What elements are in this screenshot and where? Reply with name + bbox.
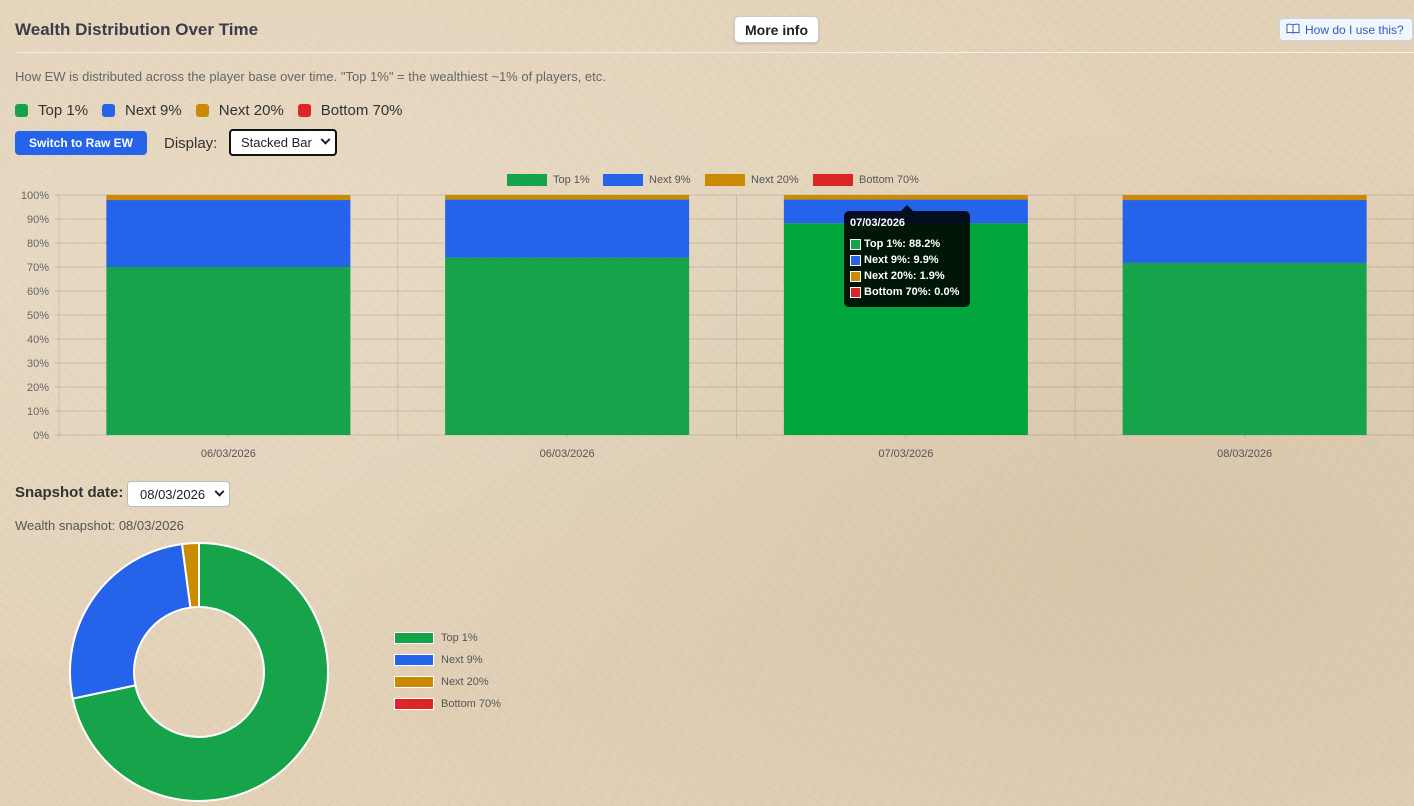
y-tick-label: 70% xyxy=(27,262,49,274)
chart-legend-swatch xyxy=(813,174,853,186)
tooltip-swatch xyxy=(850,270,861,282)
bar-segment xyxy=(445,199,690,258)
snapshot-doughnut-chart[interactable] xyxy=(0,530,360,806)
legend-label: Next 9% xyxy=(441,654,483,666)
legend-swatch xyxy=(102,104,116,117)
chevron-down-icon xyxy=(214,486,225,497)
tooltip-row-text: Bottom 70%: 0.0% xyxy=(864,286,960,298)
bar-segment xyxy=(106,200,351,267)
chart-legend-swatch xyxy=(705,174,745,186)
legend-label: Bottom 70% xyxy=(441,698,501,710)
how-to-label: How do I use this? xyxy=(1305,22,1404,37)
doughnut-legend: Top 1% Next 9% Next 20% Bottom 70% xyxy=(394,631,501,711)
bar-segment xyxy=(1122,200,1367,263)
chart-legend-label: Top 1% xyxy=(553,174,590,186)
legend-label: Bottom 70% xyxy=(320,102,403,119)
tooltip-row: Next 9%: 9.9% xyxy=(850,252,964,268)
snapshot-date-select[interactable]: 08/03/2026 xyxy=(127,481,230,507)
x-tick-label: 07/03/2026 xyxy=(878,448,933,460)
doughnut-slice xyxy=(71,541,329,802)
y-tick-label: 50% xyxy=(27,310,49,322)
display-select[interactable]: Stacked Bar xyxy=(229,129,337,156)
legend-label: Top 1% xyxy=(441,632,478,644)
y-tick-label: 40% xyxy=(27,334,49,346)
bar-segment xyxy=(1122,262,1367,435)
snapshot-title: Wealth snapshot: 08/03/2026 xyxy=(15,518,184,533)
more-info-button[interactable]: More info xyxy=(734,16,819,43)
bar-segment xyxy=(445,257,690,435)
y-tick-label: 90% xyxy=(27,214,49,226)
bar-segment xyxy=(1122,195,1367,201)
tooltip-row: Bottom 70%: 0.0% xyxy=(850,284,964,300)
display-select-value: Stacked Bar xyxy=(241,135,312,150)
tooltip-swatch xyxy=(850,254,861,266)
x-tick-label: 08/03/2026 xyxy=(1217,448,1272,460)
y-tick-label: 80% xyxy=(27,238,49,250)
legend-label: Next 9% xyxy=(125,102,182,119)
legend-label: Next 20% xyxy=(218,102,284,119)
legend-swatch xyxy=(394,676,434,688)
tooltip-row-text: Next 20%: 1.9% xyxy=(864,270,945,282)
tooltip-row: Top 1%: 88.2% xyxy=(850,236,964,252)
legend: Top 1% Next 9% Next 20% Bottom 70% xyxy=(15,102,403,119)
chart-description: How EW is distributed across the player … xyxy=(15,69,606,84)
legend-swatch xyxy=(15,104,28,117)
chart-legend-swatch xyxy=(603,174,643,186)
legend-item-bottom-70: Bottom 70% xyxy=(297,102,403,119)
legend-label: Next 20% xyxy=(441,676,489,688)
x-tick-label: 06/03/2026 xyxy=(540,448,595,460)
legend-label: Top 1% xyxy=(38,102,89,119)
legend-swatch xyxy=(394,654,434,666)
tooltip-title: 07/03/2026 xyxy=(850,217,906,229)
y-tick-label: 10% xyxy=(27,406,49,418)
doughnut-legend-item: Next 9% xyxy=(394,653,501,667)
y-tick-label: 20% xyxy=(27,382,49,394)
x-tick-label: 06/03/2026 xyxy=(201,448,256,460)
y-tick-label: 60% xyxy=(27,286,49,298)
legend-item-next-9: Next 9% xyxy=(102,102,182,119)
legend-item-next-20: Next 20% xyxy=(195,102,284,119)
chart-legend-label: Bottom 70% xyxy=(859,174,919,186)
y-tick-label: 0% xyxy=(33,430,49,442)
doughnut-legend-item: Next 20% xyxy=(394,675,501,689)
doughnut-slice xyxy=(180,541,200,609)
bar-segment xyxy=(783,195,1028,200)
doughnut-slice xyxy=(69,542,192,700)
chart-legend-label: Next 20% xyxy=(751,174,799,186)
chart-legend-label: Next 9% xyxy=(649,174,691,186)
chart-legend-swatch xyxy=(507,174,547,186)
tooltip-row-text: Top 1%: 88.2% xyxy=(864,238,941,250)
snapshot-date-label: Snapshot date: xyxy=(15,484,124,501)
bar-segment xyxy=(106,267,351,435)
legend-item-top-1: Top 1% xyxy=(15,102,88,119)
doughnut-legend-item: Bottom 70% xyxy=(394,697,501,711)
legend-swatch xyxy=(394,632,434,644)
chevron-down-icon xyxy=(320,134,331,145)
legend-swatch xyxy=(195,104,209,117)
bar-segment xyxy=(445,195,690,200)
tooltip-row: Next 20%: 1.9% xyxy=(850,268,964,284)
how-to-button[interactable]: How do I use this? xyxy=(1279,18,1413,41)
display-label: Display: xyxy=(164,135,218,152)
doughnut-legend-item: Top 1% xyxy=(394,631,501,645)
stacked-bar-chart[interactable]: Top 1% Next 9% Next 20% Bottom 70% 0% 10% 20% 3… xyxy=(0,165,1414,465)
header-divider xyxy=(15,52,1414,53)
tooltip-row-text: Next 9%: 9.9% xyxy=(864,254,939,266)
switch-to-raw-button[interactable]: Switch to Raw EW xyxy=(15,131,147,155)
y-tick-label: 30% xyxy=(27,358,49,370)
tooltip-swatch xyxy=(850,238,861,250)
legend-swatch xyxy=(297,104,311,117)
snapshot-date-value: 08/03/2026 xyxy=(140,486,206,502)
tooltip-swatch xyxy=(850,286,861,298)
bar-segment xyxy=(106,195,351,201)
page-title: Wealth Distribution Over Time xyxy=(15,20,259,39)
book-icon xyxy=(1286,23,1300,37)
y-tick-label: 100% xyxy=(21,190,49,202)
chart-tooltip: 07/03/2026 Top 1%: 88.2% Next 9%: 9.9% N… xyxy=(844,205,970,307)
legend-swatch xyxy=(394,698,434,710)
